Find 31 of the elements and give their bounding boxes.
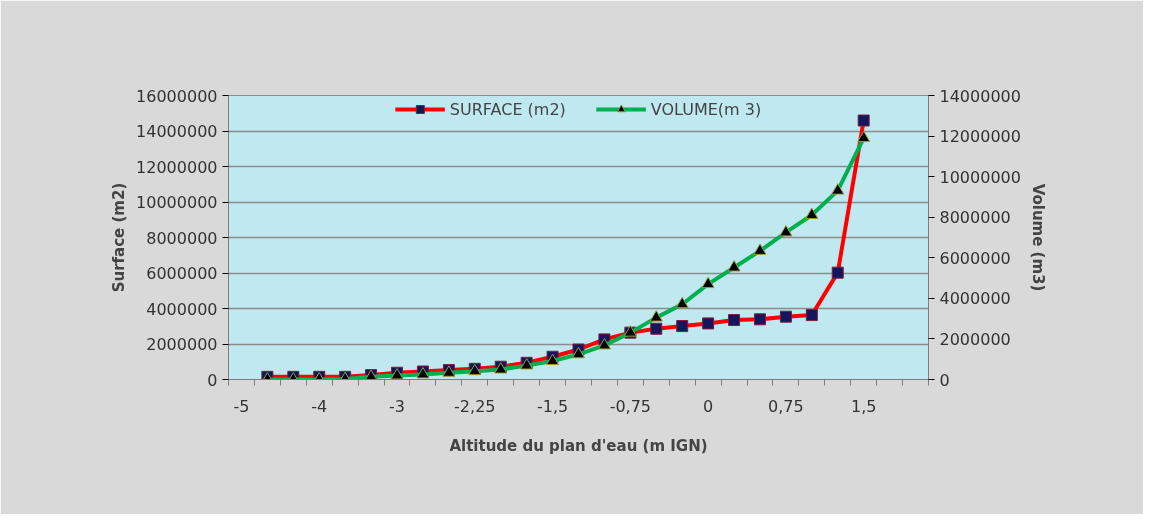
y2-tick-label: 10000000 bbox=[939, 167, 1021, 187]
x-tick-label: -5 bbox=[233, 396, 250, 416]
x-tick-label: 1,5 bbox=[850, 396, 877, 416]
y-tick-label: 10000000 bbox=[136, 193, 218, 212]
y2-tick-label: 0 bbox=[939, 370, 950, 390]
y2-tick-label: 2000000 bbox=[939, 329, 1011, 349]
y-tick-label: 12000000 bbox=[136, 157, 218, 177]
legend-label: VOLUME(m 3) bbox=[650, 99, 762, 119]
y-tick-label: 4000000 bbox=[146, 299, 218, 319]
y2-axis-title: Volume (m3) bbox=[1028, 183, 1047, 292]
y-tick-label: 0 bbox=[207, 370, 218, 390]
y-axis-title: Surface (m2) bbox=[110, 182, 129, 293]
y-tick-label: 16000000 bbox=[136, 86, 218, 106]
x-tick-label: -2,25 bbox=[454, 396, 496, 416]
y2-tick-label: 14000000 bbox=[939, 86, 1021, 106]
x-tick-label: -4 bbox=[311, 396, 328, 416]
legend-label: SURFACE (m2) bbox=[449, 99, 566, 119]
x-tick-label: 0,75 bbox=[768, 396, 804, 416]
y2-tick-label: 12000000 bbox=[939, 127, 1021, 147]
x-axis-title: Altitude du plan d'eau (m IGN) bbox=[449, 436, 708, 455]
y-tick-label: 6000000 bbox=[146, 264, 218, 283]
x-tick-label: 0 bbox=[703, 396, 714, 416]
y2-tick-label: 8000000 bbox=[939, 208, 1011, 228]
y2-tick-label: 4000000 bbox=[939, 289, 1011, 309]
y2-tick-label: 6000000 bbox=[939, 248, 1011, 268]
x-tick-label: -3 bbox=[389, 396, 405, 416]
y-tick-label: 2000000 bbox=[146, 335, 218, 354]
x-tick-label: -0,75 bbox=[609, 396, 652, 416]
y-tick-label: 14000000 bbox=[136, 122, 218, 141]
x-tick-label: -1,5 bbox=[536, 396, 569, 416]
y-tick-label: 8000000 bbox=[146, 228, 218, 248]
